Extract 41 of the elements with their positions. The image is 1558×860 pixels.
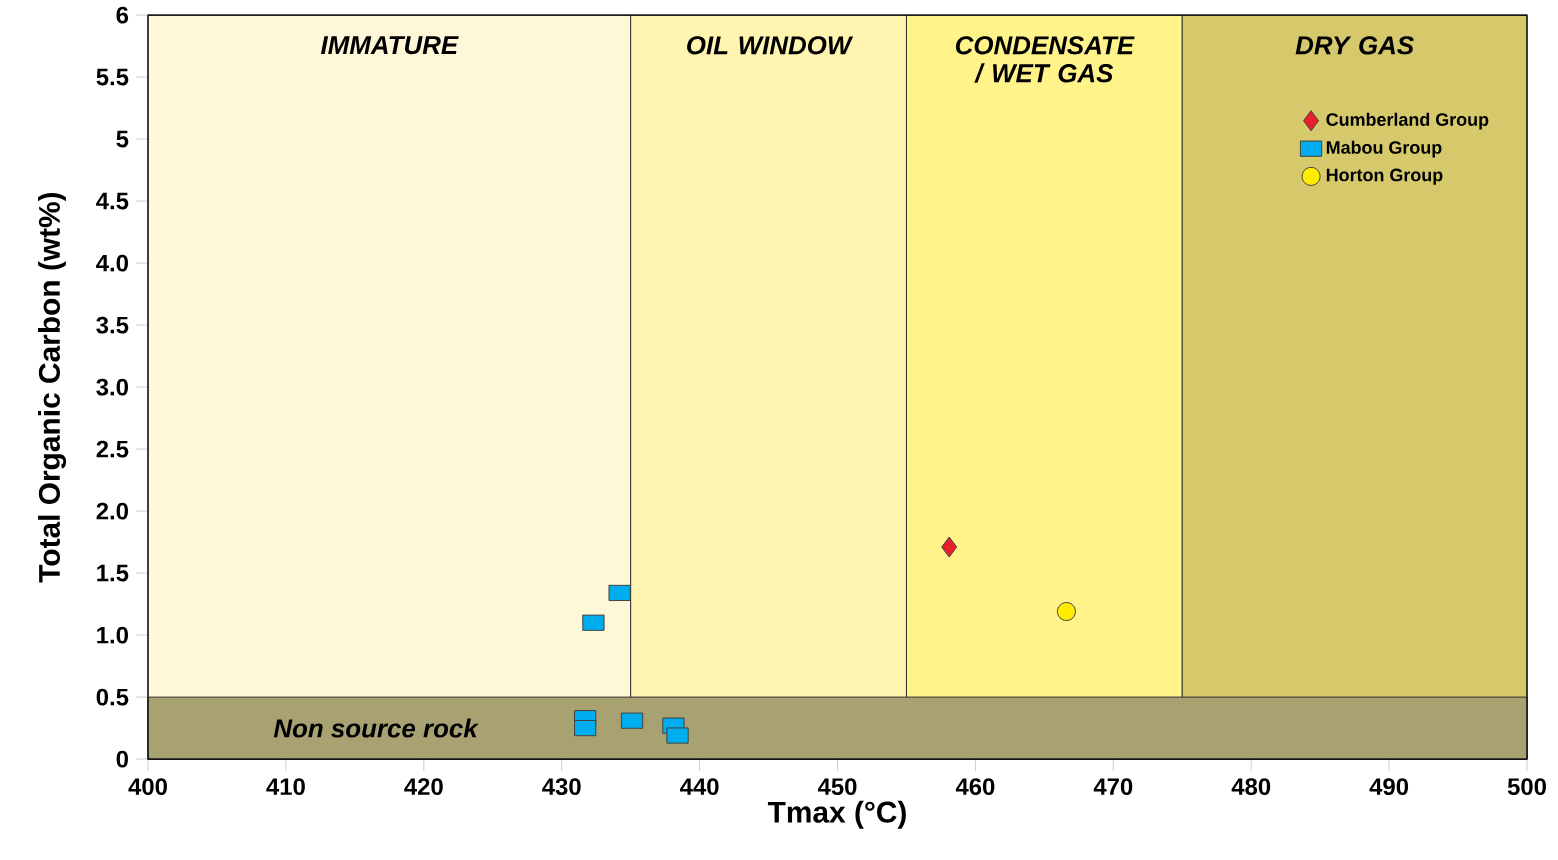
y-tick-label: 5 [116,130,129,148]
y-tick-label: 0.5 [96,688,129,706]
band-label: CONDENSATE / WET GAS [955,36,1135,83]
y-tick-label: 4.0 [96,254,128,272]
band-label: Non source rock [273,718,479,738]
y-tick-label: 1.5 [97,564,129,582]
x-tick-label: 450 [817,778,857,795]
y-axis-title: Total Organic Carbon (wt%) [38,192,67,583]
band-label: IMMATURE [320,36,459,55]
x-tick-label: 490 [1369,778,1409,795]
point [582,614,605,631]
point [608,584,631,601]
x-tick-label: 410 [266,778,305,795]
legend-label: Mabou Group [1326,140,1442,158]
x-axis-title: Tmax (°C) [767,800,906,829]
y-tick-label: 5.5 [96,68,129,86]
y-tick-label: 6 [116,6,129,24]
y-tick-label: 3.5 [96,316,129,334]
x-tick-label: 430 [542,778,581,796]
y-tick-label: 2.5 [96,440,129,458]
point [941,536,958,558]
x-tick-label: 440 [680,778,719,795]
x-tick-label: 480 [1231,778,1271,795]
x-tick-label: 420 [404,778,443,795]
y-tick-label: 4.5 [96,192,129,210]
y-tick-label: 0 [116,750,128,768]
x-tick-label: 460 [955,778,995,795]
point [666,727,689,744]
legend-label: Cumberland Group [1326,112,1489,130]
x-tick-label: 500 [1507,778,1546,795]
x-tick-label: 470 [1093,778,1133,795]
x-tick-label: 400 [128,778,167,795]
y-tick-label: 1.0 [97,626,128,644]
point [620,712,644,729]
band-label: DRY GAS [1295,36,1414,55]
y-tick-label: 2.0 [96,502,128,520]
point [574,719,597,737]
y-tick-label: 3.0 [96,378,128,396]
band-label: OIL WINDOW [687,36,854,55]
point [1056,601,1076,621]
legend-label: Horton Group [1326,168,1443,185]
